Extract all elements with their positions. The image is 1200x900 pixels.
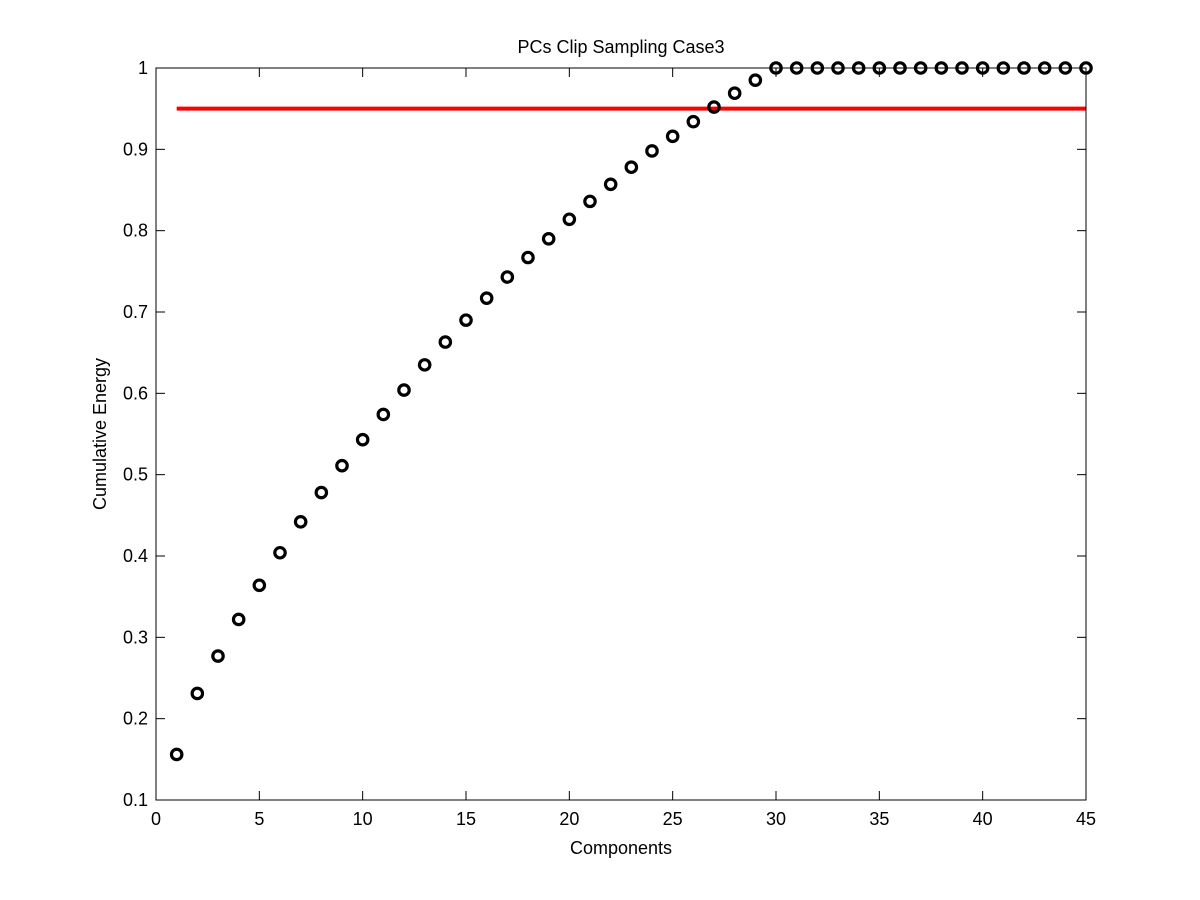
data-point bbox=[211, 649, 225, 663]
data-point bbox=[686, 114, 701, 129]
data-point bbox=[293, 515, 308, 529]
data-point bbox=[603, 177, 618, 192]
data-point bbox=[231, 612, 246, 627]
y-tick-label: 1 bbox=[138, 58, 148, 78]
y-tick-label: 0.5 bbox=[123, 465, 148, 485]
y-tick-label: 0.8 bbox=[123, 221, 148, 241]
data-point bbox=[521, 250, 535, 265]
data-point bbox=[252, 578, 267, 593]
x-tick-label: 20 bbox=[559, 809, 579, 829]
data-point bbox=[438, 335, 453, 349]
data-point bbox=[727, 86, 742, 101]
data-point bbox=[500, 270, 515, 284]
x-tick-label: 25 bbox=[663, 809, 683, 829]
x-axis-label: Components bbox=[570, 838, 672, 858]
data-point bbox=[748, 73, 763, 87]
data-point bbox=[562, 212, 577, 227]
x-tick-label: 30 bbox=[766, 809, 786, 829]
data-point bbox=[273, 545, 287, 560]
data-point bbox=[459, 313, 473, 327]
chart-title: PCs Clip Sampling Case3 bbox=[517, 37, 724, 57]
y-tick-label: 0.3 bbox=[123, 627, 148, 647]
axis-ticks: 0 5 10 15 20 25 30 35 40 45 0.1 0.2 0.3 0.4 0.5 0.6 0.7 0… bbox=[123, 58, 1096, 829]
data-point bbox=[190, 686, 205, 701]
data-point bbox=[417, 358, 432, 372]
x-tick-label: 15 bbox=[456, 809, 476, 829]
data-point bbox=[583, 194, 597, 209]
plot-frame bbox=[155, 67, 1087, 801]
data-point bbox=[479, 291, 494, 305]
data-point bbox=[541, 232, 556, 246]
data-point bbox=[707, 100, 721, 114]
x-tick-label: 35 bbox=[869, 809, 889, 829]
x-tick-label: 5 bbox=[254, 809, 264, 829]
y-tick-label: 0.9 bbox=[123, 139, 148, 159]
x-tick-label: 10 bbox=[353, 809, 373, 829]
y-tick-label: 0.2 bbox=[123, 709, 148, 729]
data-points bbox=[169, 61, 1093, 762]
x-tick-label: 40 bbox=[973, 809, 993, 829]
x-tick-label: 45 bbox=[1076, 809, 1096, 829]
y-tick-label: 0.6 bbox=[123, 383, 148, 403]
x-tick-label: 0 bbox=[151, 809, 161, 829]
data-point bbox=[355, 432, 370, 447]
y-axis-label: Cumulative Energy bbox=[90, 358, 110, 510]
y-tick-label: 0.4 bbox=[123, 546, 148, 566]
plot-background bbox=[156, 68, 1086, 800]
data-point bbox=[397, 383, 411, 397]
data-point bbox=[645, 144, 659, 158]
data-point bbox=[335, 458, 349, 473]
data-point bbox=[665, 129, 680, 144]
y-tick-label: 0.1 bbox=[123, 790, 148, 810]
y-tick-label: 0.7 bbox=[123, 302, 148, 322]
data-point bbox=[376, 407, 391, 422]
data-point bbox=[314, 485, 329, 500]
data-point bbox=[624, 160, 639, 175]
data-point bbox=[169, 747, 184, 762]
